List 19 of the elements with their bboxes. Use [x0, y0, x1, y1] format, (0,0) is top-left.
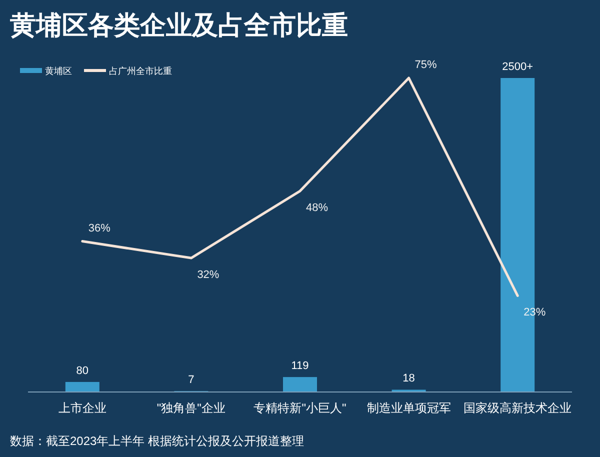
legend-label: 占广州全市比重: [109, 66, 172, 76]
data-label: 75%: [414, 59, 438, 71]
x-tick-label: 专精特新"小巨人": [254, 401, 346, 415]
x-tick-label: 国家级高新技术企业: [464, 401, 572, 415]
x-tick-label: 上市企业: [58, 401, 106, 415]
data-label: 36%: [88, 222, 111, 234]
title: 黄埔区各类企业及占全市比重: [10, 10, 348, 40]
data-label: 48%: [306, 202, 328, 214]
x-tick-label: 制造业单项冠军: [366, 401, 451, 415]
data-label: 32%: [197, 269, 220, 282]
data-label: 119: [291, 360, 309, 372]
data-label: 2500+: [502, 61, 534, 73]
data-label: 7: [188, 374, 194, 386]
x-tick-label: "独角兽"企业: [156, 401, 226, 415]
data-label: 80: [76, 364, 89, 377]
text: 数据：截至2023年上半年 根据统计公报及公开报道整理: [10, 434, 304, 448]
data-label: 18: [402, 372, 415, 385]
data-label: 23%: [524, 306, 546, 319]
legend-label: 黄埔区: [45, 66, 72, 76]
